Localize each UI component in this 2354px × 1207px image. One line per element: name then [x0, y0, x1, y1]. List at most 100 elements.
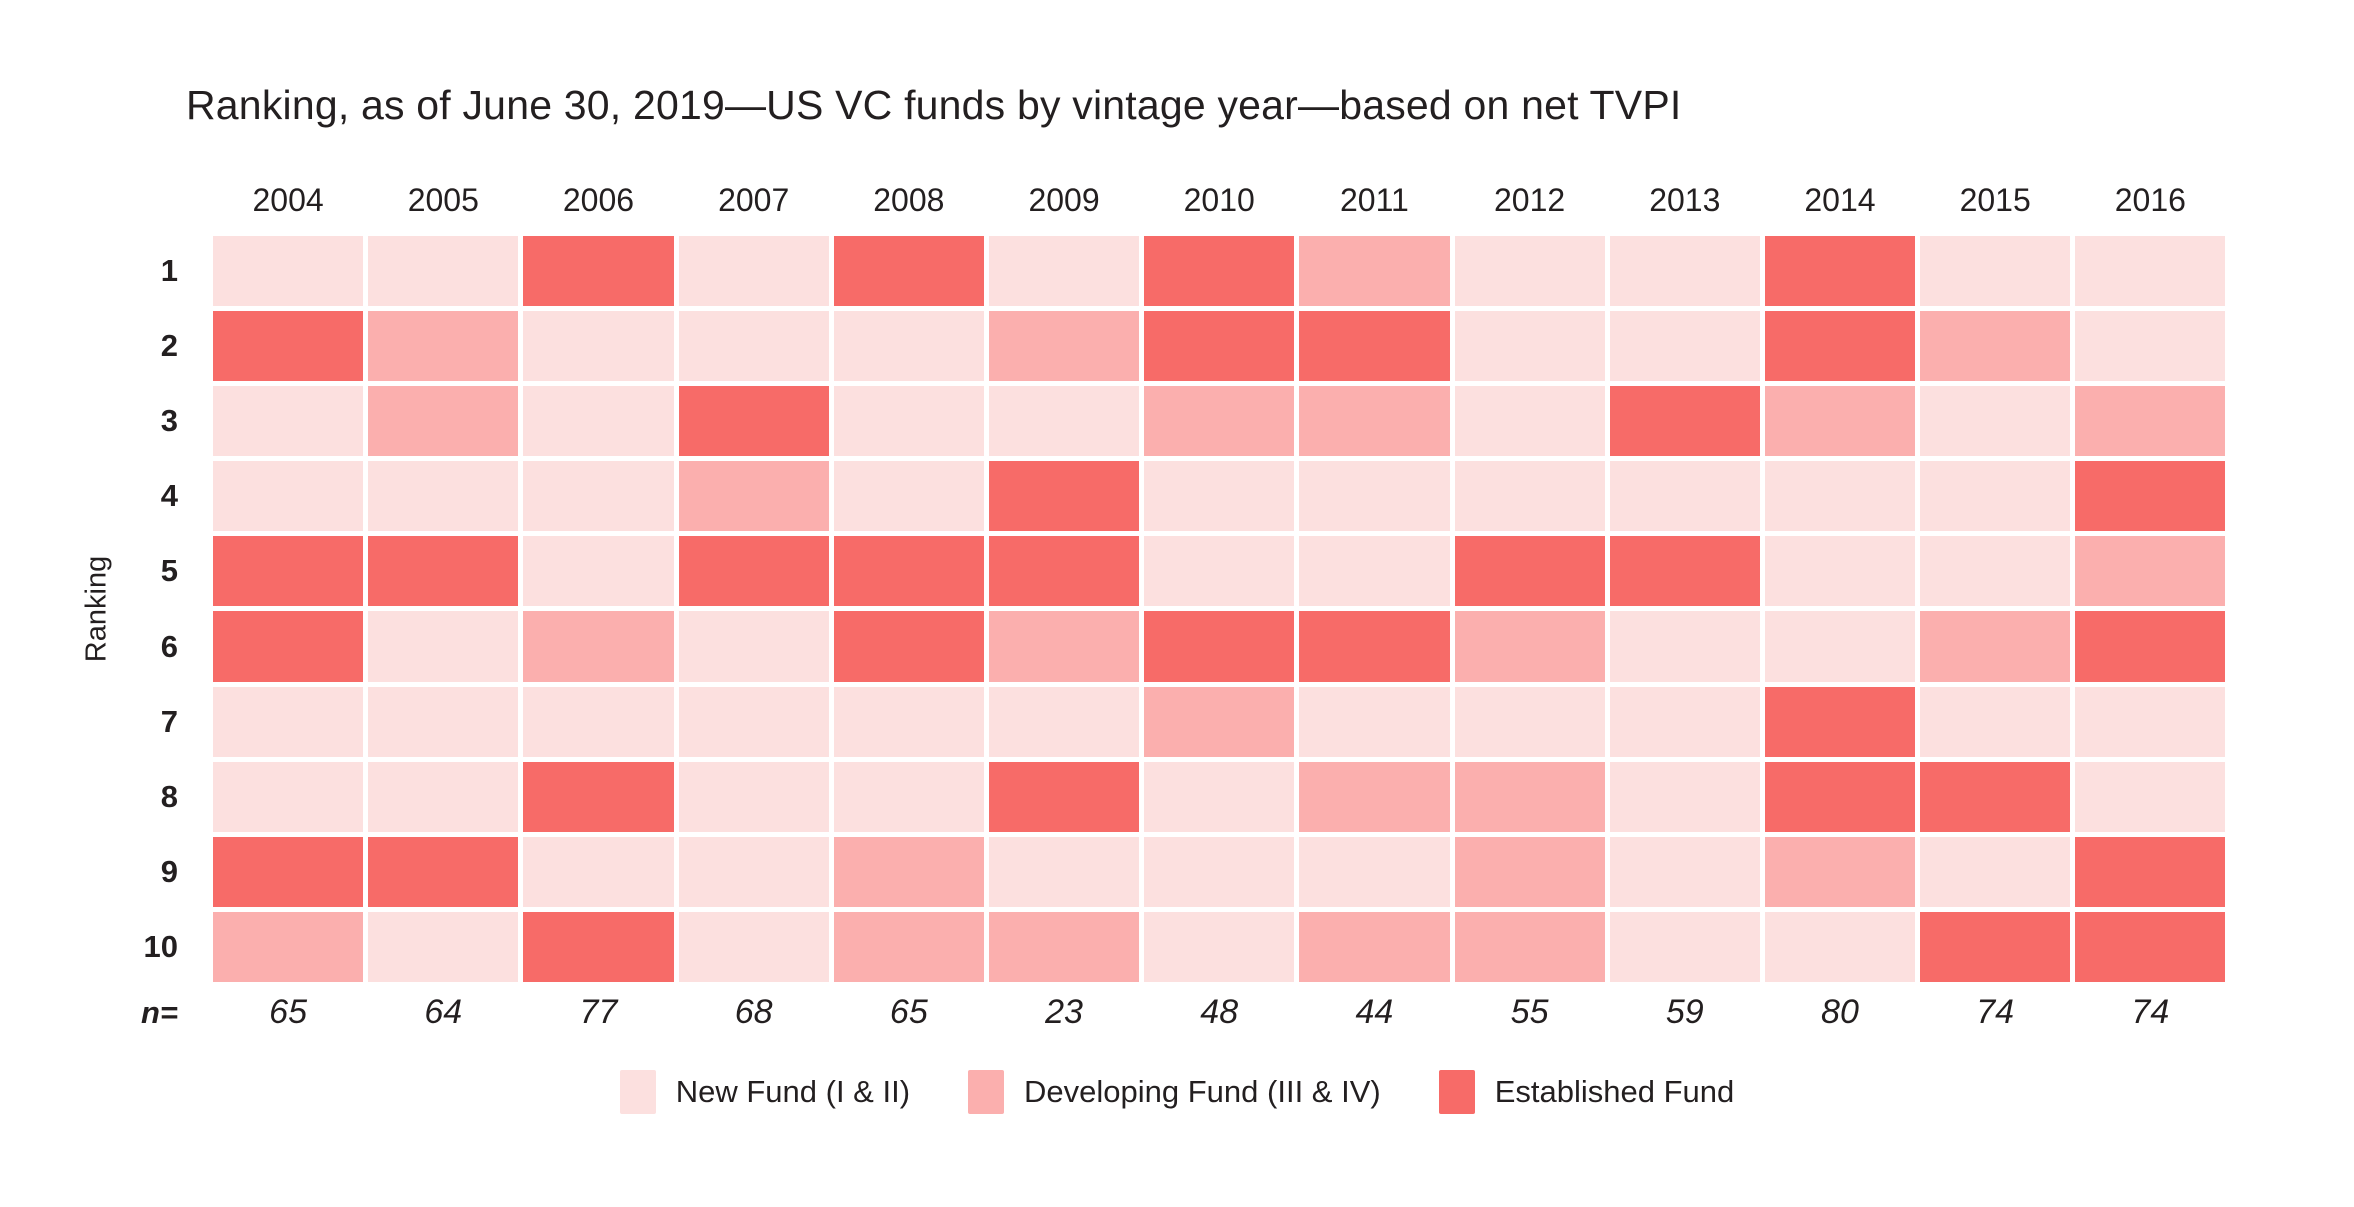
heatmap-cell-2014-rank6: [1764, 611, 1916, 682]
heatmap-cell-2009-rank1: [988, 236, 1140, 307]
heatmap-cell-2010-rank8: [1144, 761, 1295, 832]
heatmap-cell-2005-rank2: [368, 311, 519, 382]
rank-label-4: 4: [160, 478, 178, 514]
heatmap-cell-2015-rank3: [1920, 386, 2071, 457]
heatmap-cell-2010-rank7: [1144, 686, 1295, 757]
heatmap-cell-2013-rank4: [1609, 461, 1760, 532]
heatmap-cell-2010-rank5: [1144, 536, 1295, 607]
heatmap-cell-2014-rank2: [1764, 311, 1916, 382]
legend-item: New Fund (I & II): [619, 1070, 911, 1114]
heatmap-cell-2009-rank7: [988, 686, 1140, 757]
year-label-2007: 2007: [718, 182, 790, 218]
n-value-2011: 44: [1355, 993, 1394, 1032]
heatmap-cell-2013-rank8: [1609, 761, 1760, 832]
heatmap-cell-2011-rank1: [1299, 236, 1450, 307]
heatmap-cell-2004-rank2: [213, 311, 364, 382]
heatmap-cell-2005-rank8: [368, 761, 519, 832]
heatmap-cell-2011-rank3: [1299, 386, 1450, 457]
heatmap-cell-2009-rank3: [988, 386, 1140, 457]
legend: New Fund (I & II) Developing Fund (III & …: [0, 1070, 2354, 1114]
legend-label: New Fund (I & II): [675, 1074, 911, 1109]
heatmap-cell-2004-rank10: [213, 911, 364, 982]
heatmap-cell-2007-rank6: [678, 611, 829, 682]
heatmap-cell-2014-rank8: [1764, 761, 1916, 832]
heatmap-cell-2016-rank3: [2075, 386, 2226, 457]
n-value-2007: 68: [734, 993, 773, 1032]
heatmap-cell-2008-rank5: [833, 536, 984, 607]
legend-item: Established Fund: [1438, 1070, 1734, 1114]
heatmap-cell-2005-rank4: [368, 461, 519, 532]
heatmap-cell-2008-rank3: [833, 386, 984, 457]
heatmap-cell-2014-rank7: [1764, 686, 1916, 757]
heatmap-cell-2013-rank9: [1609, 836, 1760, 907]
chart-title: Ranking, as of June 30, 2019—US VC funds…: [186, 82, 1682, 128]
year-label-2011: 2011: [1340, 182, 1409, 218]
heatmap-cell-2006-rank10: [523, 911, 674, 982]
heatmap-cell-2012-rank3: [1454, 386, 1605, 457]
heatmap-cell-2012-rank7: [1454, 686, 1605, 757]
rank-label-8: 8: [160, 778, 178, 814]
heatmap-cell-2008-rank9: [833, 836, 984, 907]
rank-label-2: 2: [160, 328, 178, 364]
heatmap-cell-2006-rank4: [523, 461, 674, 532]
heatmap-cell-2005-rank7: [368, 686, 519, 757]
legend-swatch-icon: [968, 1070, 1005, 1114]
year-label-2010: 2010: [1183, 182, 1255, 218]
heatmap-cell-2010-rank6: [1144, 611, 1295, 682]
heatmap-cell-2010-rank2: [1144, 311, 1295, 382]
heatmap-cell-2004-rank9: [213, 836, 364, 907]
year-label-2005: 2005: [407, 182, 479, 218]
heatmap-cell-2016-rank2: [2075, 311, 2226, 382]
heatmap-cell-2009-rank5: [988, 536, 1140, 607]
heatmap-cell-2004-rank4: [213, 461, 364, 532]
heatmap-cell-2007-rank10: [678, 911, 829, 982]
rank-label-3: 3: [160, 403, 178, 439]
heatmap-cell-2015-rank9: [1920, 836, 2071, 907]
heatmap-cell-2005-rank3: [368, 386, 519, 457]
n-value-2013: 59: [1665, 993, 1704, 1032]
heatmap-cell-2007-rank5: [678, 536, 829, 607]
heatmap-cell-2015-rank2: [1920, 311, 2071, 382]
heatmap-cell-2009-rank6: [988, 611, 1140, 682]
heatmap-cell-2007-rank7: [678, 686, 829, 757]
heatmap-cell-2016-rank1: [2075, 236, 2226, 307]
heatmap-cell-2012-rank2: [1454, 311, 1605, 382]
heatmap-cell-2015-rank6: [1920, 611, 2071, 682]
heatmap-cell-2012-rank6: [1454, 611, 1605, 682]
rank-label-6: 6: [160, 628, 178, 664]
legend-swatch-icon: [619, 1070, 656, 1114]
legend-label: Developing Fund (III & IV): [1024, 1074, 1381, 1109]
heatmap-cell-2016-rank8: [2075, 761, 2226, 832]
n-value-2010: 48: [1200, 993, 1239, 1032]
heatmap-cell-2013-rank6: [1609, 611, 1760, 682]
rank-label-10: 10: [143, 928, 178, 964]
heatmap-cell-2013-rank10: [1609, 911, 1760, 982]
year-label-2013: 2013: [1649, 182, 1721, 218]
heatmap-cell-2013-rank5: [1609, 536, 1760, 607]
heatmap-cell-2008-rank6: [833, 611, 984, 682]
heatmap-cell-2014-rank1: [1764, 236, 1916, 307]
n-value-2014: 80: [1821, 993, 1859, 1032]
heatmap-cell-2008-rank7: [833, 686, 984, 757]
heatmap-cell-2006-rank2: [523, 311, 674, 382]
heatmap-cell-2012-rank5: [1454, 536, 1605, 607]
heatmap-cell-2016-rank4: [2075, 461, 2226, 532]
heatmap-cell-2015-rank8: [1920, 761, 2071, 832]
heatmap-cell-2008-rank8: [833, 761, 984, 832]
heatmap-cell-2006-rank7: [523, 686, 674, 757]
heatmap-cell-2004-rank3: [213, 386, 364, 457]
heatmap-cell-2009-rank9: [988, 836, 1140, 907]
heatmap-cell-2010-rank3: [1144, 386, 1295, 457]
legend-swatch-icon: [1438, 1070, 1475, 1114]
heatmap-cell-2004-rank6: [213, 611, 364, 682]
heatmap-cell-2014-rank10: [1764, 911, 1916, 982]
legend-item: Developing Fund (III & IV): [968, 1070, 1381, 1114]
heatmap-cell-2005-rank9: [368, 836, 519, 907]
heatmap-cell-2014-rank5: [1764, 536, 1916, 607]
heatmap-cell-2011-rank7: [1299, 686, 1450, 757]
heatmap-cell-2004-rank7: [213, 686, 364, 757]
heatmap-cell-2010-rank10: [1144, 911, 1295, 982]
n-equals-label: n=: [140, 994, 178, 1030]
heatmap-cell-2006-rank6: [523, 611, 674, 682]
heatmap-cell-2008-rank1: [833, 236, 984, 307]
